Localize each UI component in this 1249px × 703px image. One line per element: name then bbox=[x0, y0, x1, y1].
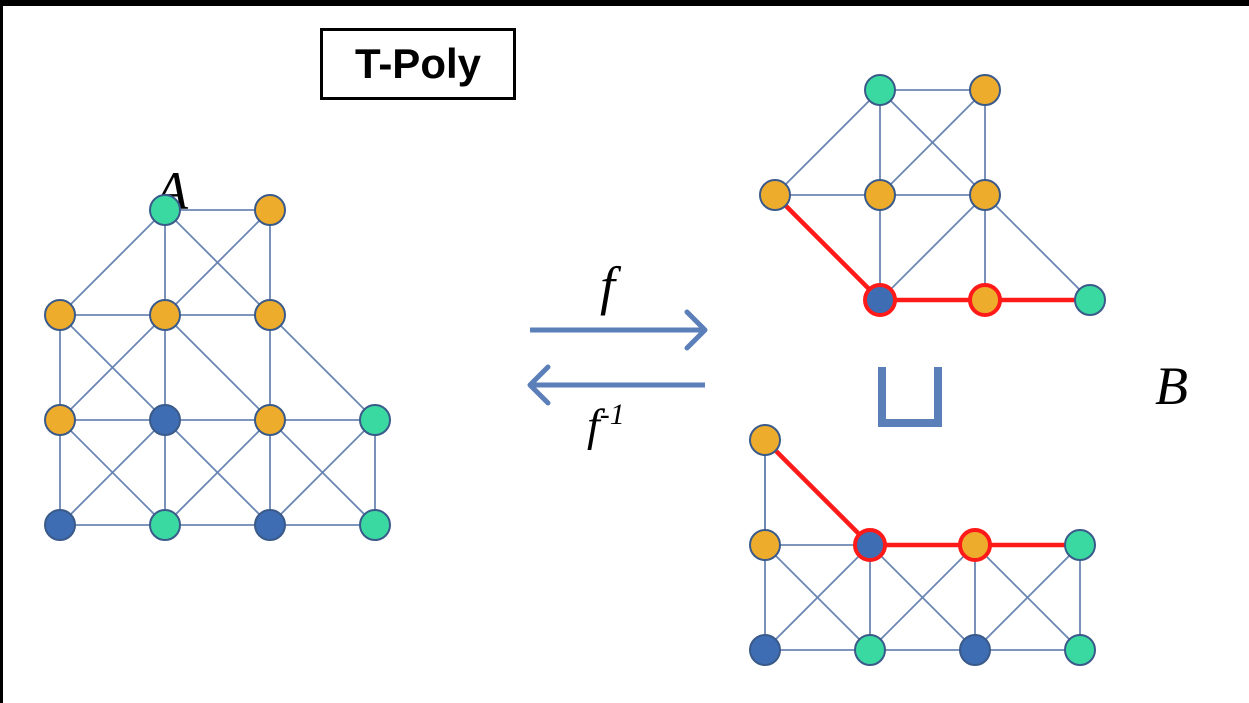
arrows bbox=[0, 0, 1249, 703]
union-symbol bbox=[870, 355, 950, 435]
